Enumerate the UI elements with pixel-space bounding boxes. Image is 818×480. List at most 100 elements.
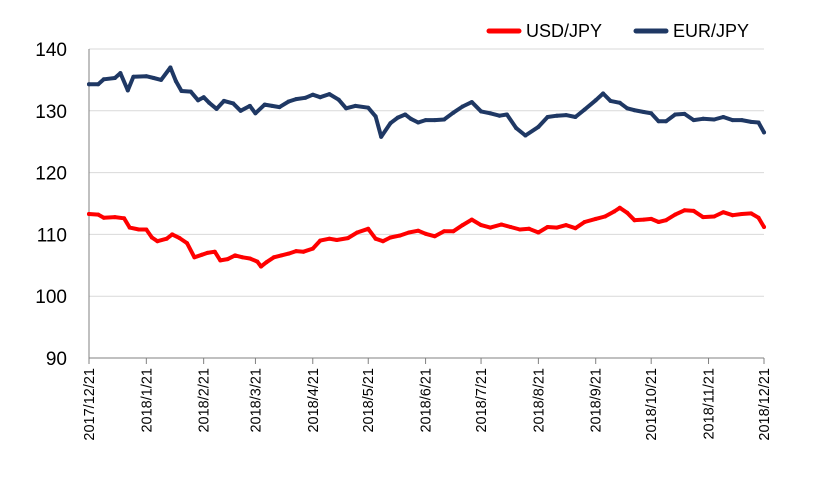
point-eur-jpy-4 — [118, 71, 123, 76]
point-eur-jpy-79 — [749, 119, 754, 124]
point-eur-jpy-13 — [188, 89, 193, 94]
y-tick-label-90: 90 — [46, 349, 67, 370]
x-tick-label-3: 2018/3/21 — [248, 368, 264, 433]
point-eur-jpy-53 — [514, 126, 519, 131]
point-eur-jpy-46 — [451, 110, 456, 115]
point-usd-jpy-1 — [96, 212, 101, 217]
point-usd-jpy-37 — [366, 226, 371, 231]
point-usd-jpy-18 — [218, 258, 223, 263]
point-eur-jpy-20 — [238, 108, 243, 113]
point-eur-jpy-81 — [762, 130, 766, 135]
point-eur-jpy-62 — [601, 91, 606, 96]
point-usd-jpy-23 — [255, 259, 260, 264]
series-lines — [87, 65, 766, 269]
x-tick-label-10: 2018/10/21 — [644, 368, 660, 441]
point-eur-jpy-27 — [294, 97, 299, 102]
point-usd-jpy-46 — [442, 229, 447, 234]
point-usd-jpy-34 — [334, 238, 339, 242]
point-usd-jpy-74 — [691, 208, 696, 213]
point-usd-jpy-3 — [112, 215, 117, 220]
point-usd-jpy-2 — [101, 215, 106, 220]
point-eur-jpy-34 — [353, 103, 358, 108]
point-eur-jpy-9 — [159, 77, 164, 82]
point-usd-jpy-48 — [460, 223, 465, 228]
point-usd-jpy-19 — [225, 257, 230, 262]
point-eur-jpy-78 — [739, 118, 744, 123]
point-usd-jpy-73 — [682, 208, 687, 213]
point-usd-jpy-58 — [554, 225, 559, 230]
point-usd-jpy-0 — [87, 212, 91, 216]
point-usd-jpy-67 — [632, 218, 637, 223]
point-usd-jpy-29 — [294, 249, 299, 254]
point-eur-jpy-76 — [721, 115, 726, 119]
point-eur-jpy-66 — [632, 108, 637, 113]
point-eur-jpy-11 — [173, 79, 178, 84]
point-eur-jpy-15 — [201, 95, 206, 100]
point-usd-jpy-64 — [612, 209, 617, 214]
x-tick-label-2: 2018/2/21 — [197, 368, 213, 433]
point-usd-jpy-6 — [136, 227, 141, 232]
point-eur-jpy-10 — [168, 65, 173, 70]
point-eur-jpy-44 — [432, 118, 437, 123]
point-usd-jpy-72 — [673, 212, 678, 217]
point-usd-jpy-16 — [205, 250, 210, 255]
point-usd-jpy-55 — [527, 226, 532, 231]
grid-lines — [89, 48, 764, 297]
point-usd-jpy-63 — [603, 214, 607, 219]
point-eur-jpy-23 — [262, 102, 267, 107]
point-usd-jpy-12 — [177, 236, 182, 241]
point-usd-jpy-62 — [593, 216, 598, 221]
point-usd-jpy-76 — [712, 214, 717, 219]
point-eur-jpy-22 — [253, 111, 258, 116]
point-usd-jpy-49 — [469, 217, 474, 222]
point-eur-jpy-3 — [112, 76, 117, 80]
point-eur-jpy-57 — [554, 113, 559, 118]
point-usd-jpy-60 — [573, 226, 578, 231]
point-eur-jpy-6 — [131, 74, 136, 79]
point-usd-jpy-26 — [271, 255, 276, 260]
point-eur-jpy-47 — [460, 104, 465, 109]
point-eur-jpy-7 — [144, 74, 149, 79]
point-eur-jpy-18 — [222, 98, 226, 103]
point-usd-jpy-51 — [488, 225, 493, 230]
point-eur-jpy-77 — [730, 118, 735, 123]
point-usd-jpy-70 — [656, 220, 661, 224]
point-eur-jpy-80 — [756, 120, 761, 125]
point-eur-jpy-59 — [573, 115, 578, 119]
point-usd-jpy-25 — [264, 260, 269, 265]
point-eur-jpy-1 — [96, 82, 101, 87]
point-eur-jpy-50 — [488, 111, 493, 116]
point-eur-jpy-75 — [712, 117, 717, 122]
point-eur-jpy-42 — [416, 120, 421, 125]
point-usd-jpy-79 — [739, 212, 744, 216]
point-eur-jpy-21 — [247, 103, 252, 108]
point-eur-jpy-60 — [582, 107, 587, 112]
point-usd-jpy-78 — [730, 213, 735, 218]
point-usd-jpy-22 — [247, 256, 252, 261]
point-usd-jpy-8 — [149, 235, 154, 240]
point-eur-jpy-49 — [479, 109, 484, 114]
point-usd-jpy-14 — [192, 255, 197, 260]
point-usd-jpy-9 — [155, 239, 160, 244]
x-tick-label-6: 2018/6/21 — [419, 368, 435, 433]
point-eur-jpy-5 — [125, 88, 130, 93]
point-usd-jpy-71 — [664, 218, 668, 223]
point-eur-jpy-28 — [303, 95, 308, 100]
point-eur-jpy-45 — [442, 117, 447, 122]
point-usd-jpy-31 — [310, 246, 315, 251]
point-usd-jpy-5 — [127, 225, 132, 230]
point-eur-jpy-43 — [423, 118, 428, 123]
point-eur-jpy-25 — [277, 105, 282, 110]
point-usd-jpy-28 — [286, 251, 291, 256]
point-eur-jpy-56 — [545, 115, 550, 119]
point-eur-jpy-58 — [564, 113, 569, 118]
point-usd-jpy-10 — [164, 236, 169, 241]
point-eur-jpy-71 — [673, 112, 678, 117]
point-usd-jpy-77 — [721, 210, 726, 215]
point-usd-jpy-11 — [170, 232, 175, 237]
x-tick-label-11: 2018/11/21 — [702, 368, 718, 440]
point-usd-jpy-52 — [499, 222, 504, 227]
point-eur-jpy-38 — [388, 121, 393, 126]
legend-label-usd-jpy: USD/JPY — [526, 21, 602, 41]
point-eur-jpy-36 — [373, 114, 378, 119]
